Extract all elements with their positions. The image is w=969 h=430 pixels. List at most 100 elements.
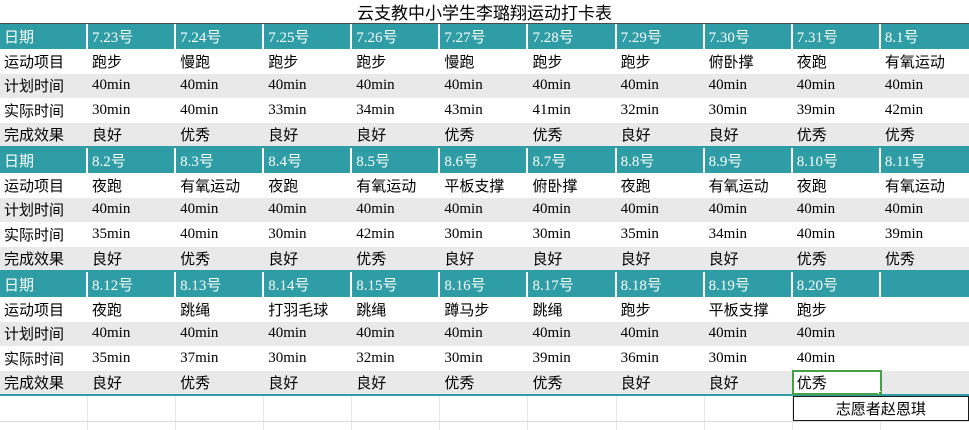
data-cell[interactable]: 40min	[92, 201, 131, 218]
data-cell[interactable]: 跑步	[92, 54, 123, 71]
data-cell[interactable]: 40min	[356, 77, 395, 94]
data-cell[interactable]: 30min	[444, 226, 483, 243]
date-header-cell[interactable]: 8.4号	[264, 147, 353, 173]
row-label[interactable]: 计划时间	[4, 203, 65, 220]
row-label[interactable]: 实际时间	[4, 228, 65, 245]
date-header-cell[interactable]: 8.11号	[884, 153, 926, 170]
data-cell[interactable]: 40min	[268, 325, 307, 342]
date-header-cell[interactable]: 8.1号	[884, 29, 919, 46]
data-cell[interactable]: 40min	[180, 201, 219, 218]
row-label[interactable]: 完成效果	[4, 128, 65, 145]
empty-cell[interactable]	[440, 421, 529, 430]
data-cell[interactable]: 30min	[532, 226, 571, 243]
data-cell[interactable]: 39min	[796, 102, 836, 119]
data-cell[interactable]: 优秀	[796, 252, 827, 269]
data-cell[interactable]: 40min	[356, 201, 395, 218]
data-cell[interactable]: 40min	[620, 77, 659, 94]
data-cell[interactable]: 32min	[620, 102, 659, 119]
data-cell[interactable]: 夜跑	[92, 302, 123, 319]
data-cell[interactable]: 跑步	[620, 302, 651, 319]
data-cell[interactable]: 平板支撑	[444, 178, 505, 195]
data-cell[interactable]: 夜跑	[92, 178, 123, 195]
row-label[interactable]: 实际时间	[4, 104, 65, 121]
data-cell[interactable]: 有氧运动	[884, 54, 945, 71]
row-label[interactable]: 计划时间	[4, 79, 65, 96]
data-cell[interactable]: 30min	[708, 350, 747, 367]
date-header-cell[interactable]: 8.16号	[440, 271, 529, 297]
empty-cell[interactable]	[0, 395, 88, 421]
data-cell[interactable]: 40min	[180, 325, 219, 342]
data-cell[interactable]: 42min	[356, 226, 395, 243]
data-cell[interactable]: 良好	[92, 252, 123, 269]
data-cell[interactable]: 36min	[620, 350, 659, 367]
data-cell[interactable]: 40min	[620, 325, 659, 342]
data-cell[interactable]: 夜跑	[796, 178, 827, 195]
data-cell[interactable]: 40min	[180, 77, 219, 94]
data-cell[interactable]: 俯卧撑	[708, 54, 754, 71]
sheet-title[interactable]: 云支教中小学生李璐翔运动打卡表	[357, 4, 612, 23]
data-cell[interactable]: 35min	[620, 226, 659, 243]
empty-cell[interactable]	[176, 395, 265, 421]
date-header-cell[interactable]: 7.23号	[88, 24, 177, 49]
data-cell[interactable]: 夜跑	[620, 178, 651, 195]
data-cell[interactable]: 良好	[532, 252, 563, 269]
data-cell[interactable]: 良好	[708, 128, 739, 145]
empty-cell[interactable]	[705, 395, 793, 421]
date-header-cell[interactable]: 8.14号	[264, 271, 353, 297]
data-cell[interactable]: 慢跑	[180, 54, 211, 71]
data-cell[interactable]: 良好	[620, 376, 651, 393]
empty-cell[interactable]	[352, 421, 441, 430]
date-header-cell[interactable]: 8.20号	[793, 271, 881, 297]
data-cell[interactable]: 优秀	[884, 128, 915, 145]
data-cell[interactable]	[881, 297, 969, 322]
data-cell[interactable]: 良好	[268, 128, 299, 145]
data-cell[interactable]: 40min	[268, 201, 307, 218]
data-cell[interactable]	[881, 371, 969, 394]
date-header-cell[interactable]: 8.12号	[88, 271, 177, 297]
data-cell[interactable]: 良好	[356, 376, 387, 393]
data-cell[interactable]: 40min	[92, 77, 131, 94]
date-header-cell[interactable]: 8.3号	[176, 147, 265, 173]
data-cell[interactable]: 优秀	[532, 128, 563, 145]
data-cell[interactable]: 优秀	[356, 252, 387, 269]
data-cell[interactable]: 优秀	[796, 128, 827, 145]
date-header-cell[interactable]: 8.13号	[176, 271, 265, 297]
date-header-cell[interactable]: 7.31号	[793, 24, 881, 49]
data-cell[interactable]: 30min	[268, 226, 307, 243]
date-header-cell[interactable]: 7.28号	[528, 24, 617, 49]
date-header-cell[interactable]: 8.6号	[440, 147, 529, 173]
date-header-label[interactable]: 日期	[0, 24, 88, 49]
data-cell[interactable]: 40min	[444, 325, 483, 342]
data-cell[interactable]: 39min	[884, 226, 924, 243]
data-cell[interactable]: 30min	[268, 350, 307, 367]
date-header-cell[interactable]	[881, 272, 969, 297]
data-cell[interactable]: 良好	[92, 128, 123, 145]
data-cell[interactable]: 良好	[620, 252, 651, 269]
data-cell[interactable]: 40min	[884, 77, 924, 94]
date-header-cell[interactable]: 7.24号	[176, 24, 265, 49]
data-cell[interactable]: 40min	[796, 325, 836, 342]
date-header-cell[interactable]: 8.5号	[352, 147, 441, 173]
data-cell[interactable]: 夜跑	[268, 178, 299, 195]
data-cell[interactable]: 慢跑	[444, 54, 475, 71]
data-cell[interactable]: 40min	[180, 226, 219, 243]
empty-cell[interactable]	[617, 421, 705, 430]
data-cell[interactable]: 良好	[708, 376, 739, 393]
data-cell[interactable]: 跳绳	[532, 302, 563, 319]
empty-cell[interactable]	[528, 395, 617, 421]
data-cell[interactable]: 有氧运动	[180, 178, 241, 195]
data-cell[interactable]: 良好	[268, 252, 299, 269]
data-cell[interactable]: 40min	[532, 201, 571, 218]
date-header-cell[interactable]: 8.10号	[793, 147, 881, 173]
data-cell[interactable]: 35min	[92, 350, 131, 367]
data-cell[interactable]: 34min	[708, 226, 747, 243]
data-cell[interactable]: 40min	[796, 201, 836, 218]
empty-cell[interactable]	[881, 422, 969, 430]
row-label[interactable]: 运动项目	[4, 54, 65, 71]
data-cell[interactable]: 有氧运动	[884, 178, 945, 195]
data-cell[interactable]: 33min	[268, 102, 307, 119]
data-cell[interactable]: 良好	[92, 376, 123, 393]
data-cell[interactable]	[881, 346, 969, 371]
data-cell[interactable]: 俯卧撑	[532, 178, 578, 195]
row-label[interactable]: 运动项目	[4, 302, 65, 319]
